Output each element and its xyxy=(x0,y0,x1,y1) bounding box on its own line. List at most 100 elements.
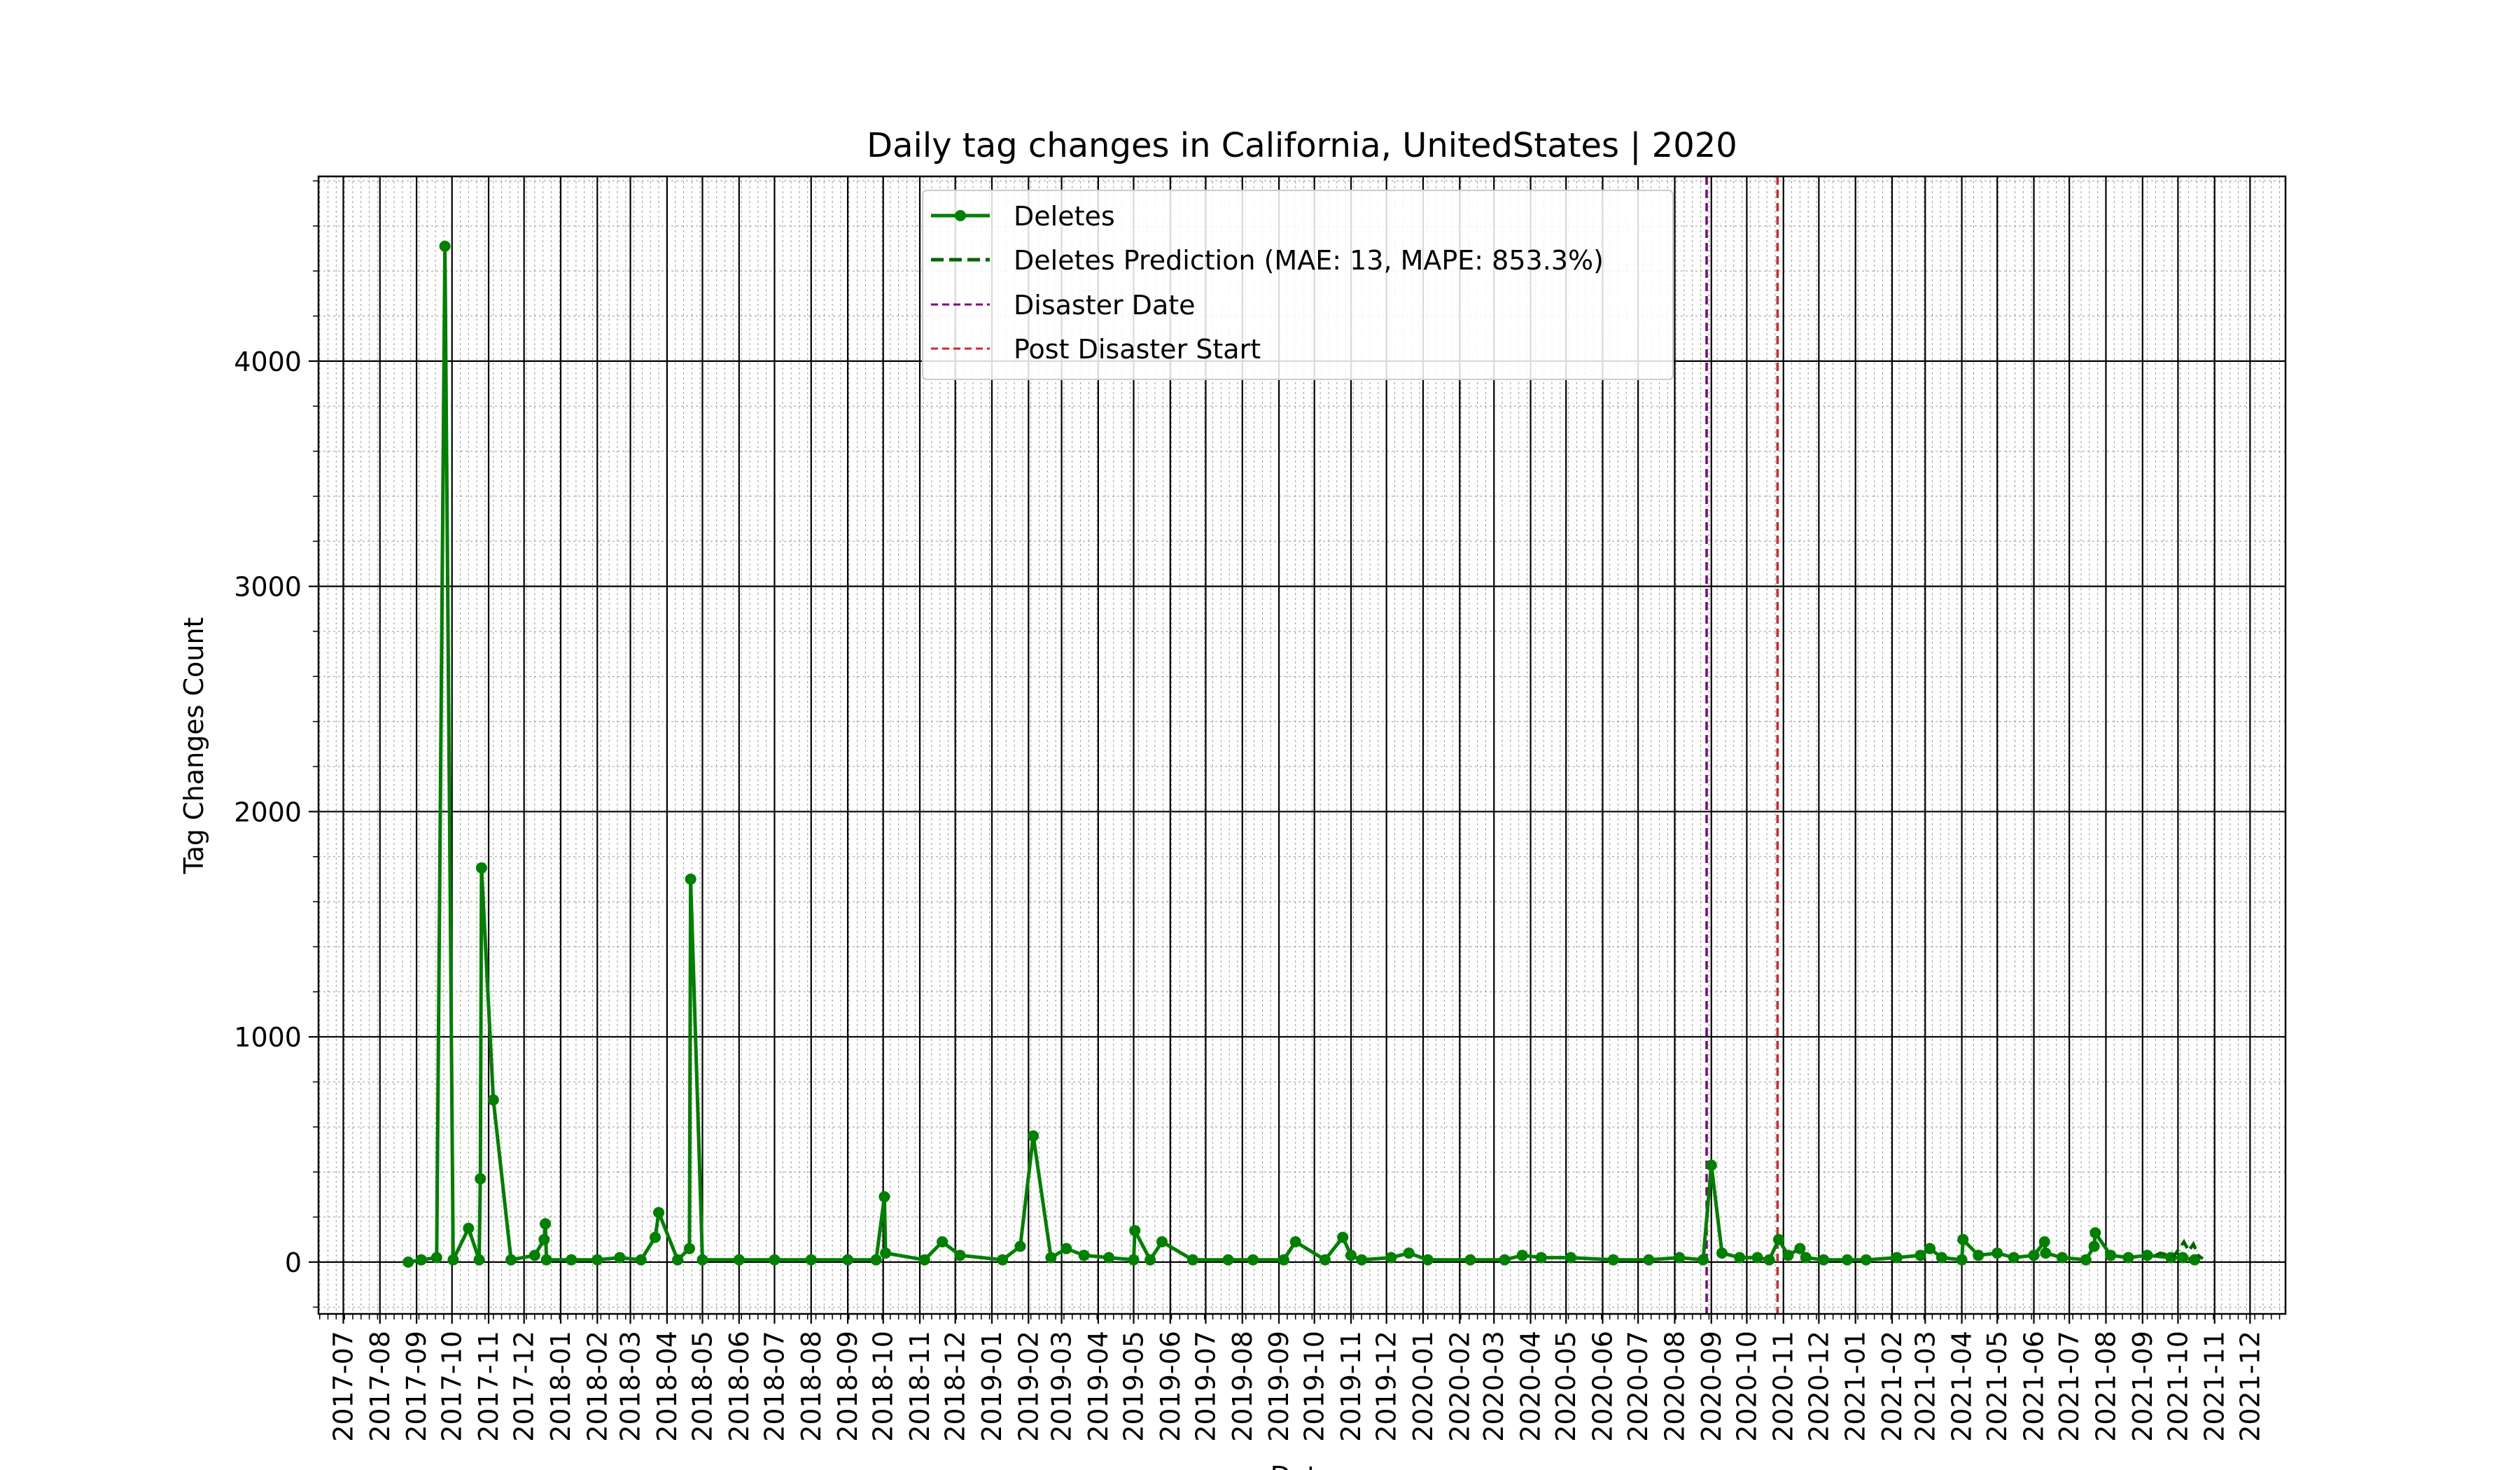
x-tick-label: 2019-09 xyxy=(1264,1331,1294,1442)
deletes-data-point xyxy=(2090,1227,2101,1239)
deletes-data-point xyxy=(1535,1252,1547,1264)
x-tick-label: 2018-07 xyxy=(759,1331,790,1442)
deletes-data-point xyxy=(1607,1254,1619,1266)
deletes-data-point xyxy=(1818,1254,1830,1266)
legend-label-deletes: Deletes xyxy=(1014,201,1115,232)
deletes-data-point xyxy=(2177,1252,2189,1264)
x-tick-label: 2018-10 xyxy=(868,1331,899,1442)
deletes-data-point xyxy=(2057,1252,2068,1264)
deletes-data-point xyxy=(880,1247,892,1259)
deletes-data-point xyxy=(540,1218,552,1230)
deletes-data-point xyxy=(1751,1252,1763,1264)
deletes-data-point xyxy=(1028,1130,1040,1142)
x-tick-label: 2018-09 xyxy=(832,1331,863,1442)
deletes-data-point xyxy=(1841,1254,1853,1266)
deletes-data-point xyxy=(733,1254,745,1266)
deletes-data-point xyxy=(439,240,451,252)
deletes-data-point xyxy=(653,1207,665,1219)
x-tick-label: 2017-09 xyxy=(401,1331,432,1442)
deletes-data-point xyxy=(566,1254,578,1266)
deletes-data-point xyxy=(505,1254,517,1266)
deletes-data-point xyxy=(2189,1254,2201,1266)
deletes-data-point xyxy=(870,1254,882,1266)
x-tick-label: 2021-10 xyxy=(2162,1331,2193,1442)
deletes-data-point xyxy=(540,1254,552,1266)
deletes-data-point xyxy=(528,1250,540,1261)
deletes-data-point xyxy=(1129,1224,1141,1236)
legend-entry-prediction: Deletes Prediction (MAE: 13, MAPE: 853.3… xyxy=(931,245,1604,276)
deletes-data-point xyxy=(1716,1247,1728,1259)
x-tick-label: 2021-01 xyxy=(1840,1331,1871,1442)
x-tick-label: 2018-06 xyxy=(724,1331,755,1442)
deletes-data-point xyxy=(1014,1240,1026,1252)
deletes-data-point xyxy=(538,1233,550,1245)
legend-marker-deletes xyxy=(955,210,966,221)
deletes-data-point xyxy=(1356,1254,1368,1266)
deletes-data-point xyxy=(1499,1254,1511,1266)
deletes-data-point xyxy=(1991,1247,2003,1259)
deletes-data-point xyxy=(487,1094,499,1106)
x-tick-label: 2019-08 xyxy=(1227,1331,1258,1442)
x-axis-label: Date xyxy=(1270,1461,1334,1470)
x-tick-label: 2019-11 xyxy=(1336,1331,1366,1442)
x-tick-label: 2020-05 xyxy=(1550,1331,1581,1442)
legend-entry-disaster-date: Disaster Date xyxy=(931,290,1196,321)
deletes-data-point xyxy=(1222,1254,1234,1266)
x-tick-label: 2021-12 xyxy=(2234,1331,2265,1442)
deletes-data-point xyxy=(614,1252,626,1264)
deletes-data-point xyxy=(1935,1252,1947,1264)
legend-entry-deletes: Deletes xyxy=(931,201,1115,232)
x-tick-label: 2018-11 xyxy=(904,1331,935,1442)
deletes-data-point xyxy=(415,1254,427,1266)
deletes-data-point xyxy=(1403,1247,1415,1259)
y-tick-label: 3000 xyxy=(234,572,302,603)
deletes-data-point xyxy=(1924,1242,1936,1254)
x-tick-label: 2019-03 xyxy=(1046,1331,1077,1442)
x-tick-label: 2017-07 xyxy=(328,1331,358,1442)
deletes-data-point xyxy=(1385,1252,1397,1264)
legend-label-disaster-date: Disaster Date xyxy=(1014,290,1196,321)
x-tick-label: 2021-02 xyxy=(1877,1331,1907,1442)
deletes-data-point xyxy=(2105,1250,2117,1261)
x-tick-label: 2019-05 xyxy=(1119,1331,1149,1442)
deletes-data-point xyxy=(1103,1252,1115,1264)
legend-box xyxy=(922,190,1674,380)
deletes-data-point xyxy=(1957,1233,1969,1245)
deletes-data-point xyxy=(1289,1236,1301,1248)
x-tick-label: 2019-01 xyxy=(976,1331,1007,1442)
deletes-data-point xyxy=(2141,1250,2153,1261)
deletes-data-point xyxy=(685,873,696,885)
deletes-data-point xyxy=(2028,1250,2040,1261)
chart-title: Daily tag changes in California, UnitedS… xyxy=(867,126,1737,165)
deletes-data-point xyxy=(2122,1252,2134,1264)
x-tick-label: 2019-06 xyxy=(1155,1331,1186,1442)
x-tick-label: 2017-11 xyxy=(473,1331,504,1442)
deletes-data-point xyxy=(1247,1254,1259,1266)
deletes-data-point xyxy=(475,862,487,874)
deletes-data-point xyxy=(997,1254,1009,1266)
deletes-data-point xyxy=(1697,1254,1709,1266)
deletes-data-point xyxy=(1422,1254,1434,1266)
deletes-data-point xyxy=(769,1254,780,1266)
deletes-data-point xyxy=(2008,1252,2019,1264)
deletes-data-point xyxy=(2040,1247,2052,1259)
x-tick-label: 2020-11 xyxy=(1768,1331,1799,1442)
x-tick-label: 2018-03 xyxy=(615,1331,646,1442)
y-tick-label: 0 xyxy=(285,1247,302,1278)
deletes-data-point xyxy=(1800,1252,1812,1264)
x-tick-label: 2020-12 xyxy=(1803,1331,1834,1442)
deletes-data-point xyxy=(1763,1254,1775,1266)
deletes-data-point xyxy=(475,1172,486,1184)
deletes-data-point xyxy=(1144,1254,1156,1266)
x-tick-label: 2020-10 xyxy=(1731,1331,1762,1442)
deletes-data-point xyxy=(1564,1252,1576,1264)
deletes-data-point xyxy=(430,1252,442,1264)
x-tick-label: 2020-08 xyxy=(1659,1331,1690,1442)
deletes-data-point xyxy=(937,1236,948,1248)
x-tick-label: 2020-02 xyxy=(1444,1331,1475,1442)
x-tick-label: 2018-04 xyxy=(652,1331,682,1442)
deletes-data-point xyxy=(1516,1250,1528,1261)
deletes-data-point xyxy=(696,1254,708,1266)
x-tick-label: 2017-08 xyxy=(365,1331,396,1442)
